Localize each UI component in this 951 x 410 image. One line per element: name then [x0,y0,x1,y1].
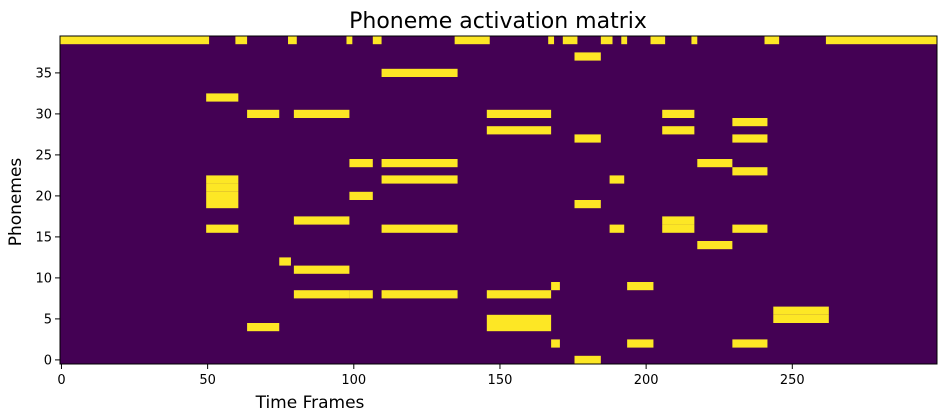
active-cell [293,109,350,118]
active-cell [691,36,698,45]
active-cell [372,36,382,45]
active-cell [609,175,625,184]
x-axis-ticks: 0 50 100 150 200 250 [57,364,805,388]
active-cell [609,224,625,233]
active-cell [773,306,829,315]
active-cell [381,175,458,184]
active-cell [381,224,458,233]
active-cell [825,36,937,45]
y-tick-label: 10 [35,271,52,286]
plot-frame [59,35,938,365]
active-cell [235,36,248,45]
plot-area [59,35,938,365]
active-cell [206,175,239,184]
active-cell [732,134,768,143]
active-cell [454,36,490,45]
active-cell [288,36,297,45]
active-cell [349,290,373,299]
active-cell [486,323,552,332]
active-cell [600,36,613,45]
active-cell [562,36,578,45]
y-tick-label: 25 [35,148,52,163]
x-tick-label: 200 [634,373,659,388]
active-cell [574,200,601,209]
active-cell [662,216,695,225]
active-cell [662,224,695,233]
active-cell [732,167,768,176]
active-cell [551,339,560,348]
active-cell [551,282,560,291]
active-cell [486,109,552,118]
active-cell [279,257,291,266]
active-cell [293,265,350,274]
active-cell [293,216,350,225]
active-cell [574,134,601,143]
active-cell [548,36,555,45]
active-cell [206,191,239,200]
active-cell [662,109,695,118]
active-cell [206,224,239,233]
chart-title: Phoneme activation matrix [349,9,647,34]
active-cell [621,36,628,45]
active-cell [381,159,458,168]
active-cell [650,36,666,45]
active-cell [662,126,695,135]
x-tick-label: 150 [488,373,513,388]
x-tick-label: 100 [341,373,366,388]
y-tick-label: 30 [35,107,52,122]
active-cell [697,241,733,250]
y-tick-label: 35 [35,66,52,81]
active-cell [627,282,654,291]
x-tick-label: 250 [780,373,805,388]
active-cell [247,323,280,332]
y-tick-label: 0 [44,353,52,368]
active-cell [732,339,768,348]
active-cell [627,339,654,348]
y-tick-label: 20 [35,189,52,204]
active-cell [206,200,239,209]
x-axis-label: Time Frames [255,393,365,410]
active-cell [60,36,210,45]
active-cell [486,314,552,323]
active-cell [574,52,601,61]
active-cell [247,109,280,118]
y-tick-label: 15 [35,230,52,245]
x-tick-label: 0 [57,373,65,388]
active-cell [349,159,373,168]
active-cell [349,191,373,200]
active-cell [381,290,458,299]
active-cell [346,36,353,45]
active-cell [732,224,768,233]
active-cell [381,68,458,77]
active-cell [293,290,350,299]
y-tick-label: 5 [44,312,52,327]
active-cell [764,36,780,45]
active-cell [732,118,768,127]
y-axis-ticks: 0 5 10 15 20 25 30 35 [35,66,60,368]
y-axis-label: Phonemes [6,158,26,247]
active-cell [697,159,733,168]
x-tick-label: 50 [199,373,216,388]
active-cell [486,290,552,299]
active-cell [773,314,829,323]
active-cell [486,126,552,135]
active-cell [206,183,239,192]
active-cell [574,355,601,364]
active-cell [206,93,239,102]
heatmap-cells [60,36,937,364]
